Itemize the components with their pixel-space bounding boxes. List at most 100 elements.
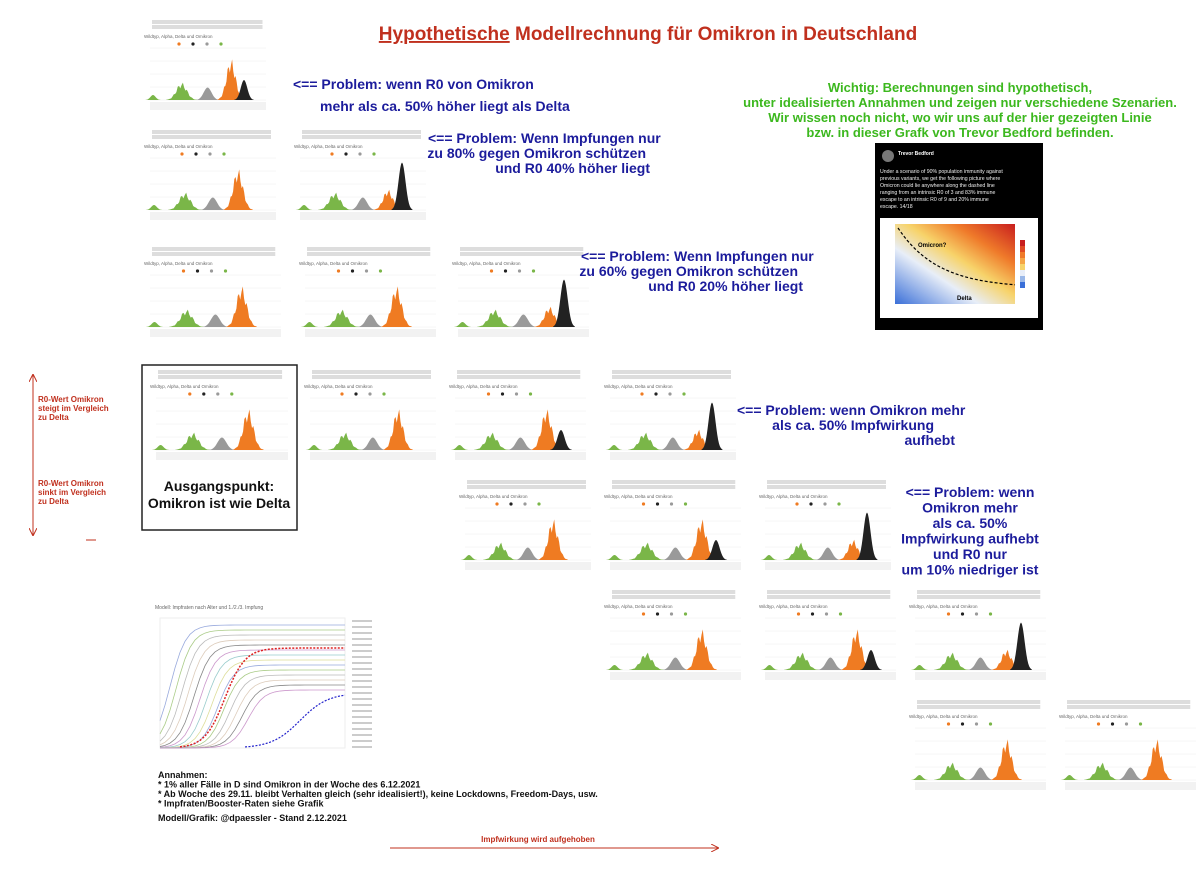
vacc-line xyxy=(159,659,345,749)
wave xyxy=(300,322,319,327)
wave xyxy=(145,205,163,210)
thumb-axis xyxy=(150,329,281,337)
thumb-bg xyxy=(300,368,440,468)
legend-dot xyxy=(378,269,383,273)
wave xyxy=(760,555,778,560)
thumb-param xyxy=(767,590,891,594)
legend-dot xyxy=(340,392,344,396)
thumb-title: Wildtyp, Alpha, Delta und Omikron xyxy=(604,604,673,609)
thumb-bg xyxy=(1055,698,1200,798)
wave xyxy=(538,519,568,560)
legend-dot xyxy=(382,392,386,396)
wave xyxy=(531,409,562,450)
wave xyxy=(295,205,313,210)
thumb-bg xyxy=(905,698,1050,798)
thumb-param xyxy=(152,25,263,29)
wave xyxy=(934,652,969,670)
thumb-title: Wildtyp, Alpha, Delta und Omikron xyxy=(144,261,213,266)
legend-dot xyxy=(368,392,372,396)
thumb-axis xyxy=(300,212,426,220)
wave xyxy=(815,547,841,560)
legend-dot xyxy=(1138,722,1143,726)
thumb-axis xyxy=(610,562,741,570)
thumb-bg xyxy=(905,588,1050,688)
side-label: zu Delta xyxy=(38,497,69,506)
thumbnail: Wildtyp, Alpha, Delta und Omikron xyxy=(140,128,280,228)
tweet-text: Under a scenario of 90% population immun… xyxy=(880,169,1003,175)
wave xyxy=(605,665,624,670)
thumb-param xyxy=(307,247,431,251)
note-line: Wichtig: Berechnungen sind hypothetisch, xyxy=(828,80,1092,95)
thumb-title: Wildtyp, Alpha, Delta und Omikron xyxy=(459,494,528,499)
wave xyxy=(967,767,994,780)
wave xyxy=(381,286,412,327)
thumb-title: Wildtyp, Alpha, Delta und Omikron xyxy=(144,144,213,149)
credit: Modell/Grafik: @dpaessler - Stand 2.12.2… xyxy=(158,813,347,823)
legend-dot xyxy=(336,269,341,273)
thumb-bg xyxy=(140,18,270,118)
annotation: und R0 20% höher liegt xyxy=(648,278,803,294)
thumb-bg xyxy=(140,128,280,228)
annotation: aufhebt xyxy=(904,432,955,448)
note-line: unter idealisierten Annahmen und zeigen … xyxy=(743,95,1177,110)
side-label: steigt im Vergleich xyxy=(38,404,109,413)
wave xyxy=(629,542,664,560)
legend-dot xyxy=(946,612,951,616)
annotation: als ca. 50% Impfwirkung xyxy=(772,417,934,433)
thumb-bg xyxy=(455,478,595,578)
wave xyxy=(202,314,229,327)
thumb-axis xyxy=(610,672,741,680)
legend-dot xyxy=(486,392,491,396)
wave xyxy=(453,322,472,327)
legend-dot xyxy=(188,392,192,396)
start-label: Ausgangspunkt: xyxy=(164,478,274,494)
colorbar xyxy=(1020,246,1025,252)
legend-dot xyxy=(1124,722,1129,726)
legend-dot xyxy=(223,269,228,273)
wave xyxy=(234,80,254,100)
wave xyxy=(223,169,253,210)
legend-dot xyxy=(810,612,815,616)
legend-dot xyxy=(180,152,184,156)
thumbnail: Wildtyp, Alpha, Delta und Omikron xyxy=(445,368,590,468)
thumb-param xyxy=(158,370,283,374)
wave xyxy=(760,665,779,670)
vacc-line xyxy=(159,664,345,749)
wave xyxy=(967,657,994,670)
wave xyxy=(1084,762,1119,780)
wave xyxy=(510,314,537,327)
legend-dot xyxy=(503,269,508,273)
thumb-bg xyxy=(290,128,430,228)
thumb-param xyxy=(612,370,731,374)
thumb-axis xyxy=(915,782,1046,790)
legend-dot xyxy=(517,269,522,273)
side-label: sinkt im Vergleich xyxy=(38,488,106,497)
vacc-title: Modell: Impfraten nach Alter und 1./2./3… xyxy=(155,605,263,611)
thumbnail: Wildtyp, Alpha, Delta und Omikron xyxy=(600,588,745,688)
vacc-legend xyxy=(352,746,372,748)
wave xyxy=(934,762,969,780)
colorbar xyxy=(1020,252,1025,258)
annotation: und R0 40% höher liegt xyxy=(495,160,650,176)
wave xyxy=(166,82,198,100)
wave xyxy=(515,547,541,560)
vacc-line xyxy=(159,654,345,749)
wave xyxy=(628,432,662,450)
wave xyxy=(686,519,717,560)
legend-dot xyxy=(669,612,674,616)
thumbnail: Wildtyp, Alpha, Delta und Omikron xyxy=(600,478,745,578)
thumbnail: Wildtyp, Alpha, Delta und Omikron xyxy=(905,588,1050,688)
wave xyxy=(1117,767,1144,780)
colorbar xyxy=(1020,258,1025,264)
thumb-param xyxy=(612,595,736,599)
annotation: <== Problem: wenn xyxy=(906,484,1035,500)
thumb-param xyxy=(917,590,1041,594)
thumb-bg xyxy=(448,245,593,345)
legend-dot xyxy=(216,392,220,396)
note-line: Wir wissen noch nicht, wo wir uns auf de… xyxy=(768,110,1151,125)
legend-dot xyxy=(640,392,644,396)
vacc-legend xyxy=(352,728,372,730)
thumb-axis xyxy=(305,329,436,337)
vacc-line xyxy=(159,624,345,721)
vacc-legend xyxy=(352,632,372,634)
